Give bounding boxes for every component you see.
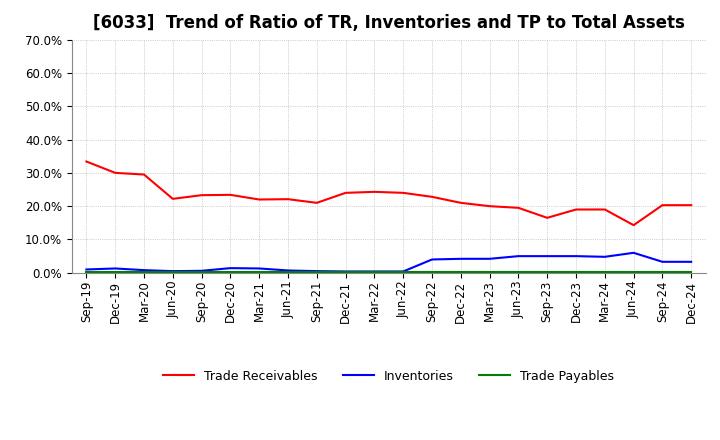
Inventories bbox=[600, 254, 609, 260]
Trade Payables bbox=[341, 269, 350, 275]
Trade Receivables bbox=[312, 200, 321, 205]
Trade Receivables bbox=[197, 193, 206, 198]
Inventories bbox=[111, 266, 120, 271]
Trade Receivables bbox=[82, 159, 91, 164]
Inventories bbox=[658, 259, 667, 264]
Inventories bbox=[572, 253, 580, 259]
Trade Receivables bbox=[543, 215, 552, 220]
Inventories bbox=[312, 268, 321, 274]
Trade Receivables bbox=[658, 202, 667, 208]
Inventories bbox=[168, 268, 177, 274]
Inventories bbox=[485, 256, 494, 261]
Inventories bbox=[140, 268, 148, 273]
Trade Payables bbox=[456, 269, 465, 275]
Trade Payables bbox=[428, 269, 436, 275]
Trade Receivables bbox=[629, 223, 638, 228]
Trade Payables bbox=[226, 269, 235, 275]
Inventories bbox=[341, 269, 350, 274]
Trade Payables bbox=[485, 269, 494, 275]
Line: Inventories: Inventories bbox=[86, 253, 691, 271]
Trade Receivables bbox=[485, 204, 494, 209]
Trade Payables bbox=[370, 269, 379, 275]
Inventories bbox=[82, 267, 91, 272]
Inventories bbox=[255, 266, 264, 271]
Trade Payables bbox=[168, 269, 177, 275]
Trade Payables bbox=[399, 269, 408, 275]
Trade Payables bbox=[312, 269, 321, 275]
Trade Payables bbox=[111, 269, 120, 275]
Inventories bbox=[284, 268, 292, 273]
Trade Payables bbox=[543, 269, 552, 275]
Trade Payables bbox=[572, 269, 580, 275]
Trade Payables bbox=[514, 269, 523, 275]
Trade Receivables bbox=[687, 202, 696, 208]
Trade Payables bbox=[197, 269, 206, 275]
Trade Payables bbox=[600, 269, 609, 275]
Trade Receivables bbox=[600, 207, 609, 212]
Trade Receivables bbox=[140, 172, 148, 177]
Title: [6033]  Trend of Ratio of TR, Inventories and TP to Total Assets: [6033] Trend of Ratio of TR, Inventories… bbox=[93, 15, 685, 33]
Inventories bbox=[197, 268, 206, 273]
Trade Receivables bbox=[428, 194, 436, 199]
Trade Payables bbox=[255, 269, 264, 275]
Trade Payables bbox=[687, 269, 696, 275]
Trade Receivables bbox=[255, 197, 264, 202]
Trade Receivables bbox=[456, 200, 465, 205]
Inventories bbox=[370, 269, 379, 274]
Inventories bbox=[543, 253, 552, 259]
Trade Payables bbox=[82, 269, 91, 275]
Trade Receivables bbox=[284, 197, 292, 202]
Line: Trade Receivables: Trade Receivables bbox=[86, 161, 691, 225]
Inventories bbox=[514, 253, 523, 259]
Trade Receivables bbox=[572, 207, 580, 212]
Trade Receivables bbox=[111, 170, 120, 176]
Trade Receivables bbox=[370, 189, 379, 194]
Trade Payables bbox=[284, 269, 292, 275]
Trade Payables bbox=[629, 269, 638, 275]
Inventories bbox=[399, 269, 408, 274]
Trade Payables bbox=[658, 269, 667, 275]
Trade Payables bbox=[140, 269, 148, 275]
Inventories bbox=[629, 250, 638, 256]
Trade Receivables bbox=[341, 190, 350, 195]
Inventories bbox=[428, 257, 436, 262]
Trade Receivables bbox=[399, 190, 408, 195]
Trade Receivables bbox=[226, 192, 235, 198]
Inventories bbox=[687, 259, 696, 264]
Inventories bbox=[456, 256, 465, 261]
Trade Receivables bbox=[168, 196, 177, 202]
Legend: Trade Receivables, Inventories, Trade Payables: Trade Receivables, Inventories, Trade Pa… bbox=[158, 365, 619, 388]
Trade Receivables bbox=[514, 205, 523, 210]
Inventories bbox=[226, 265, 235, 271]
